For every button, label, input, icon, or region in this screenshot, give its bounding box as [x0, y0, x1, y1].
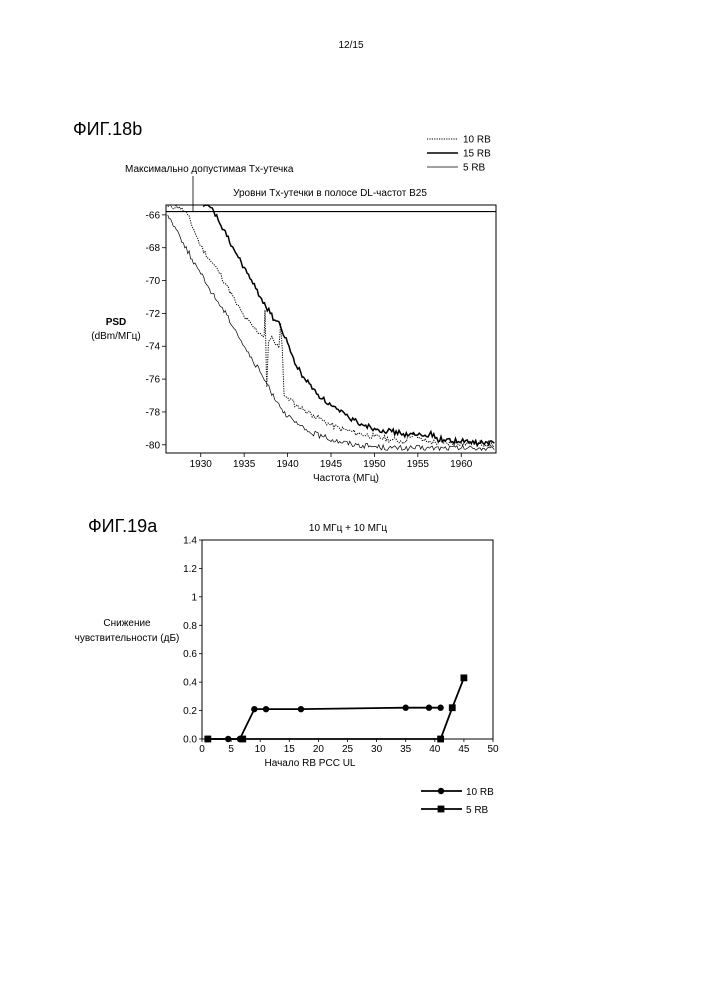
y-tick-label: 0.8: [183, 621, 197, 632]
x-tick-label: 20: [313, 744, 325, 755]
max-leakage-annotation: Максимально допустимая Tx-утечка: [125, 164, 294, 175]
y-tick-label: 0.4: [183, 678, 197, 689]
figure-18b: ФИГ.18b 10 RB 15 RB 5 RB Максимально допус…: [73, 119, 497, 484]
legend-label: 10 RB: [466, 787, 494, 798]
data-point-square: [204, 735, 212, 743]
data-point-square: [239, 735, 247, 743]
figure-18b-plot-frame: [165, 204, 497, 454]
x-tick-label: 1935: [233, 459, 256, 470]
y-tick-label: -70: [146, 276, 161, 287]
figure-19a-y-label-line2: чувствительности (дБ): [75, 633, 180, 644]
x-tick-label: 5: [228, 744, 234, 755]
y-tick-label: -74: [146, 342, 161, 353]
series-line-5-rb: [167, 214, 495, 452]
data-point-circle: [262, 705, 270, 713]
data-point-square: [437, 805, 445, 813]
x-tick-label: 1955: [407, 459, 430, 470]
series-line-15-rb: [202, 204, 495, 448]
y-tick-label: -78: [146, 407, 161, 418]
y-tick-label: 0.0: [183, 735, 197, 746]
data-point-circle: [251, 705, 258, 713]
figure-19a-y-label-line1: Снижение: [103, 618, 151, 629]
figure-19a-title: 10 МГц + 10 МГц: [309, 523, 387, 534]
figure-18b-series: [166, 203, 496, 452]
y-tick-label: -66: [146, 210, 161, 221]
legend-label: 5 RB: [463, 163, 486, 174]
figure-19a-x-axis: 0 5 10 15 20 25 30 35 40 45 50: [199, 739, 499, 755]
x-tick-label: 1945: [320, 459, 343, 470]
figure-19a-series: [204, 674, 468, 743]
data-point-square: [460, 674, 468, 682]
y-tick-label: 0.6: [183, 649, 197, 660]
x-tick-label: 1940: [276, 459, 299, 470]
x-tick-label: 40: [429, 744, 441, 755]
figure-18b-y-unit: (dBm/МГц): [91, 331, 140, 342]
x-tick-label: 10: [255, 744, 267, 755]
y-tick-label: 1.2: [183, 564, 197, 575]
data-point-circle: [402, 704, 409, 711]
data-point-circle: [437, 787, 445, 795]
data-point-circle: [437, 704, 444, 711]
figure-18b-label: ФИГ.18b: [73, 119, 142, 139]
figure-18b-y-label: PSD: [106, 317, 127, 328]
x-tick-label: 0: [199, 744, 205, 755]
figure-19a-legend: 10 RB 5 RB: [421, 787, 494, 816]
figure-18b-legend: 10 RB 15 RB 5 RB: [427, 135, 491, 174]
data-point-circle: [425, 704, 433, 711]
legend-label: 15 RB: [463, 149, 491, 160]
y-tick-label: -76: [146, 375, 161, 386]
y-tick-label: 0.2: [183, 706, 197, 717]
x-tick-label: 45: [458, 744, 470, 755]
x-tick-label: 25: [342, 744, 354, 755]
figure-19a-x-label: Начало RB PCC UL: [265, 758, 356, 769]
legend-label: 5 RB: [466, 805, 489, 816]
data-point-square: [448, 704, 456, 712]
x-tick-label: 1960: [450, 459, 473, 470]
figure-19a-y-axis: 0.0 0.2 0.4 0.6 0.8 1 1.2 1.4: [183, 536, 202, 746]
figure-18b-x-label: Частота (МГц): [313, 473, 379, 484]
data-point-square: [437, 735, 445, 743]
x-tick-label: 1950: [363, 459, 386, 470]
x-tick-label: 15: [284, 744, 296, 755]
figure-19a: ФИГ.19a 10 МГц + 10 МГц Снижение чувстви…: [75, 516, 499, 816]
data-point-circle: [297, 705, 305, 713]
x-tick-label: 30: [371, 744, 383, 755]
y-tick-label: 1: [191, 592, 197, 603]
x-tick-label: 1930: [190, 459, 213, 470]
y-tick-label: -68: [146, 243, 161, 254]
x-tick-label: 35: [400, 744, 412, 755]
series-line-10-rb: [167, 203, 495, 448]
legend-label: 10 RB: [463, 135, 491, 146]
figure-18b-x-axis: 1930 1935 1940 1945 1950 1955 1960: [190, 453, 473, 470]
y-tick-label: 1.4: [183, 536, 197, 547]
figure-18b-title: Уровни Tx-утечки в полосе DL-частот B25: [233, 188, 427, 199]
y-tick-label: -80: [146, 440, 161, 451]
x-tick-label: 50: [487, 744, 499, 755]
figure-19a-label: ФИГ.19a: [88, 516, 158, 536]
figure-18b-y-axis: -66 -68 -70 -72 -74 -76 -78 -80: [146, 210, 166, 451]
series-line-10-rb: [207, 706, 441, 740]
page-number: 12/15: [338, 40, 363, 51]
y-tick-label: -72: [146, 309, 161, 320]
